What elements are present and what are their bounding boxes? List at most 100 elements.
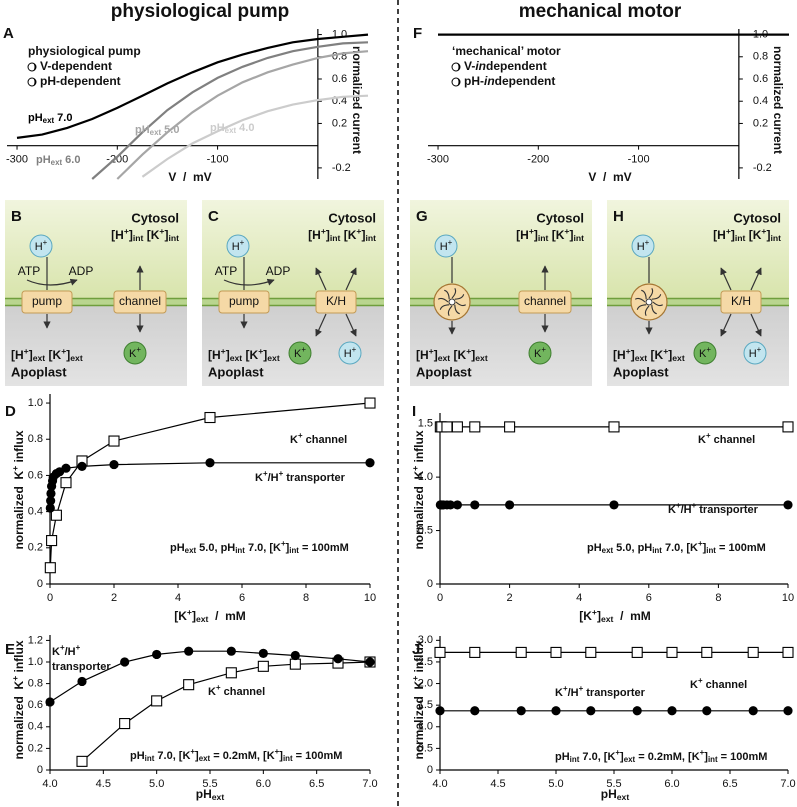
text-part: + xyxy=(700,748,705,757)
x-axis-label: [K+]ext / mM xyxy=(174,607,246,624)
square-marker xyxy=(257,660,269,672)
text-part: + xyxy=(726,226,731,236)
panel-letter: I xyxy=(412,403,416,420)
x-tick-label: 0 xyxy=(47,592,53,604)
y-tick-label: 0 xyxy=(37,764,43,776)
text-part: int xyxy=(570,755,580,764)
membrane xyxy=(5,298,187,306)
y-tick-label: 0.2 xyxy=(28,742,43,754)
square-marker xyxy=(747,646,759,658)
text-part: int xyxy=(168,233,179,243)
ion xyxy=(528,341,552,365)
text-part: int xyxy=(145,754,155,763)
y-tick-label: 0.6 xyxy=(28,699,43,711)
motor-blade xyxy=(651,304,657,315)
ion xyxy=(123,341,147,365)
motor-blade xyxy=(454,304,460,315)
y-axis-label: normalized K+ influx xyxy=(410,640,426,759)
square-marker xyxy=(119,718,131,730)
text-part: [K xyxy=(143,228,159,242)
circle-marker xyxy=(46,488,56,499)
text-part: = 100mM xyxy=(293,750,343,762)
flux-arrow xyxy=(315,313,327,337)
y-tick-label: 0 xyxy=(37,578,43,590)
x-tick-label: 4 xyxy=(175,592,181,604)
text-part: ext xyxy=(70,353,83,363)
y-tick-label: 0 xyxy=(427,764,433,776)
text-part: channel xyxy=(711,434,756,446)
text-part: ext xyxy=(196,614,209,624)
x-tick-label: 4.0 xyxy=(42,778,57,790)
x-tick-label: 4.0 xyxy=(432,778,447,790)
ion-label: H+ xyxy=(749,345,762,360)
text-part: H xyxy=(344,348,352,360)
text-part: ] xyxy=(195,750,199,762)
square-marker xyxy=(183,679,195,691)
text-part: influx xyxy=(12,430,26,466)
x-axis-label: V / mV xyxy=(588,170,631,184)
text-part: = 0.2mM, [K xyxy=(635,751,700,763)
series-line xyxy=(49,650,371,703)
text-part: + xyxy=(76,643,81,652)
circle-marker xyxy=(783,706,793,716)
text-part: H xyxy=(440,241,448,253)
text-part: int xyxy=(283,754,293,763)
text-part: 5.0 xyxy=(161,124,179,136)
energy-arrow xyxy=(26,278,78,286)
x-tick-label: 5.0 xyxy=(548,778,563,790)
y-tick-label: 0.6 xyxy=(332,73,347,85)
text-part: [K xyxy=(579,609,592,623)
motor-blade xyxy=(451,287,457,299)
motor-blade xyxy=(644,305,650,317)
square-marker xyxy=(434,646,446,658)
text-part: K xyxy=(698,434,706,446)
text-part: transporter xyxy=(696,504,758,516)
circle-marker xyxy=(205,458,215,468)
ion xyxy=(288,341,312,365)
membrane xyxy=(410,298,592,306)
text-part: + xyxy=(24,346,29,356)
curve xyxy=(116,50,369,180)
square-marker xyxy=(469,646,481,658)
y-tick-label: 1.0 xyxy=(418,721,433,733)
ion-label: H+ xyxy=(344,345,357,360)
text-part: ] xyxy=(597,609,601,623)
text-part: V- xyxy=(464,59,475,73)
text-part: pH xyxy=(36,154,51,166)
compartment-label: Cytosol xyxy=(733,210,781,225)
panel-letter: F xyxy=(413,25,422,42)
text-part: [H xyxy=(516,228,529,242)
circle-marker xyxy=(452,500,462,510)
x-tick-label: 0 xyxy=(437,592,443,604)
square-marker xyxy=(782,421,794,433)
motor-blade xyxy=(634,297,646,303)
square-marker xyxy=(666,646,678,658)
text-part: H xyxy=(232,241,240,253)
text-part: + xyxy=(706,345,711,354)
text-part: [H xyxy=(713,228,726,242)
motor-blade xyxy=(439,304,450,310)
circle-marker xyxy=(586,706,596,716)
column-title: physiological pump xyxy=(111,1,289,22)
x-axis-label: [K+]ext / mM xyxy=(579,607,651,624)
text-part: pH xyxy=(130,750,145,762)
x-tick-label: 7.0 xyxy=(780,778,795,790)
x-tick-label: -200 xyxy=(527,154,549,166)
circle-marker xyxy=(632,706,642,716)
concentration-label: [H+]int [K+]int xyxy=(516,226,584,243)
text-part: + xyxy=(263,469,268,478)
text-part: ext xyxy=(225,126,237,135)
y-tick-label: 0.2 xyxy=(753,117,768,129)
apoplast-area xyxy=(5,306,187,386)
annotation: K+/H+ transporter xyxy=(668,501,759,516)
text-part: ] xyxy=(286,542,290,554)
text-part: [H xyxy=(111,228,124,242)
text-part: 4.0 xyxy=(236,122,254,134)
ion xyxy=(434,234,458,258)
motor-blade xyxy=(652,301,664,307)
text-part: + xyxy=(43,238,48,247)
y-tick-label: 0.2 xyxy=(332,117,347,129)
square-marker xyxy=(469,421,481,433)
exchanger xyxy=(315,290,357,314)
